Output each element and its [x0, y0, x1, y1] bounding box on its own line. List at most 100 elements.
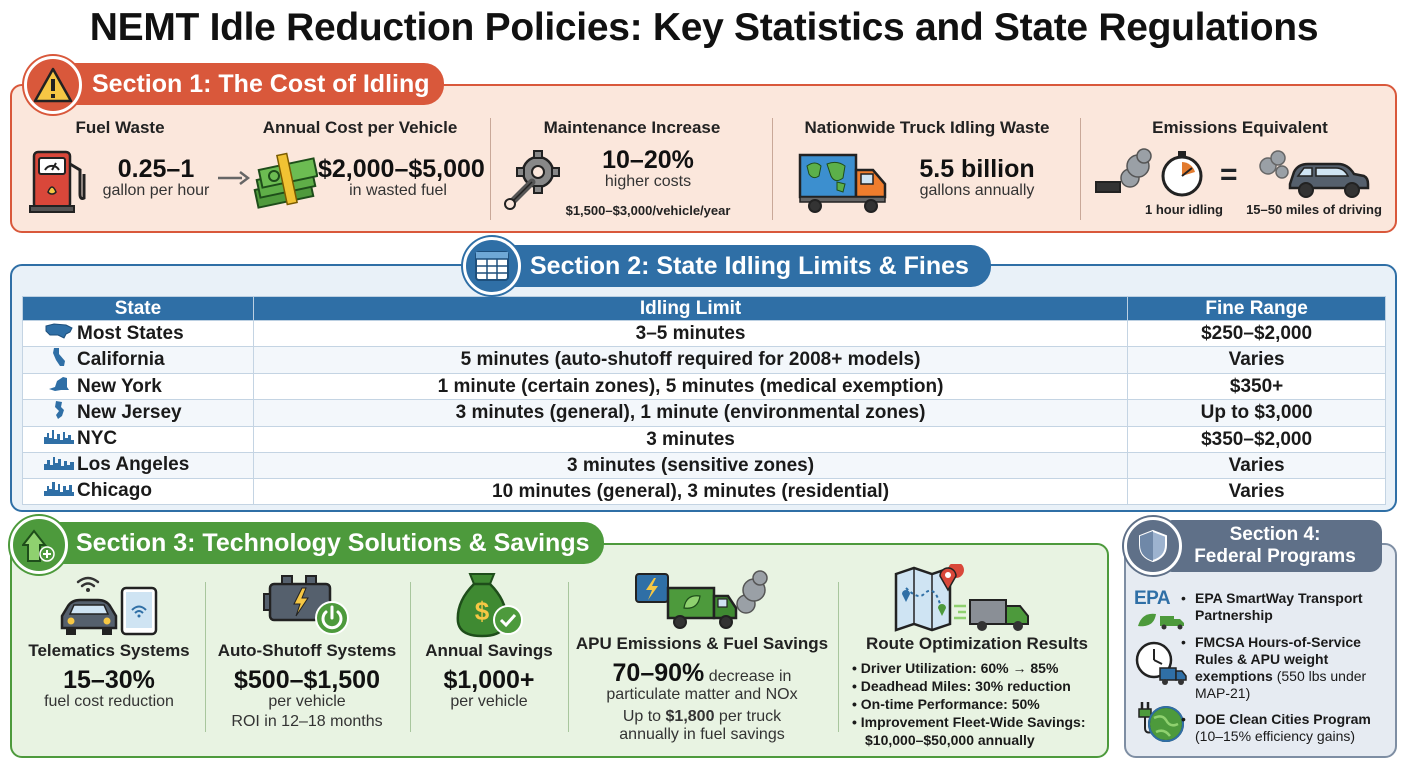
idling-limit-cell: 10 minutes (general), 3 minutes (residen… [252, 478, 1129, 505]
page-title: NEMT Idle Reduction Policies: Key Statis… [89, 6, 1319, 49]
fuel-waste-values: 0.25–1 gallon per hour [96, 156, 216, 200]
fuel-waste-value: 0.25–1 [117, 155, 195, 183]
apu-line2: particulate matter and NOx [606, 686, 798, 704]
state-name: California [77, 349, 165, 371]
usa-map-icon [41, 322, 77, 346]
truck-map-icon [797, 152, 891, 219]
fuel-waste-heading: Fuel Waste [75, 118, 165, 137]
idling-limit-cell: 5 minutes (auto-shutoff required for 200… [252, 346, 1129, 374]
table-row: New Jersey 3 minutes (general), 1 minute… [22, 399, 1386, 427]
auto-shutoff-heading: Auto-Shutoff Systems [217, 641, 397, 660]
connected-car-tablet-icon [58, 572, 160, 643]
shield-icon [1124, 517, 1182, 575]
annual-savings-value: $1,000+ [443, 666, 535, 694]
idling-limit-cell: 3 minutes (sensitive zones) [252, 452, 1129, 479]
annual-cost-value: $2,000–$5,000 [318, 155, 485, 183]
growth-arrow-icon [10, 516, 68, 574]
apu-value-suffix: decrease in [708, 668, 792, 685]
state-name: New York [77, 375, 162, 397]
list-item: $10,000–$50,000 annually [865, 732, 1035, 748]
emissions-heading: Emissions Equivalent [1152, 118, 1328, 137]
emissions-right-label: 15–50 miles of driving [1246, 202, 1382, 217]
apu-heading: APU Emissions & Fuel Savings [575, 634, 829, 653]
emissions-left-label: 1 hour idling [1145, 202, 1223, 217]
auto-shutoff-detail: ROI in 12–18 months [231, 713, 383, 731]
apu-value: 70–90% [612, 659, 705, 687]
city-name: Los Angeles [77, 454, 190, 476]
apu-truck-icon [634, 570, 770, 641]
section1-title: Section 1: The Cost of Idling [70, 63, 444, 105]
state-name: New Jersey [77, 402, 182, 424]
state-idling-table: State Idling Limit Fine Range Most State… [22, 296, 1386, 505]
column-header-state: State [22, 296, 254, 321]
table-row: Chicago 10 minutes (general), 3 minutes … [22, 478, 1386, 505]
equals-sign: = [1220, 158, 1238, 191]
maintenance-value: 10–20% [602, 146, 694, 174]
column-header-idling-limit: Idling Limit [252, 296, 1129, 321]
fine-range-cell: Varies [1127, 452, 1386, 479]
telematics-heading: Telematics Systems [28, 641, 190, 660]
table-row: NYC 3 minutes $350–$2,000 [22, 426, 1386, 453]
annual-cost-heading: Annual Cost per Vehicle [262, 118, 458, 137]
fine-range-cell: $350–$2,000 [1127, 426, 1386, 453]
section-cost-of-idling [10, 84, 1397, 233]
divider [205, 582, 206, 732]
federal-program-item: • FMCSA Hours-of-Service Rules & APU weig… [1181, 634, 1367, 701]
city-name: NYC [77, 428, 118, 450]
divider [490, 118, 491, 220]
divider [410, 582, 411, 732]
table-row: New York 1 minute (certain zones), 5 min… [22, 373, 1386, 400]
apu-line4: annually in fuel savings [619, 726, 785, 744]
city-skyline-icon [41, 428, 77, 450]
exhaust-stopwatch-icon [1094, 148, 1206, 205]
svg-text:$: $ [475, 596, 490, 626]
warning-icon [24, 56, 82, 114]
auto-shutoff-unit: per vehicle [268, 693, 346, 711]
idling-limit-cell: 3–5 minutes [252, 320, 1129, 347]
idling-limit-cell: 3 minutes [252, 426, 1129, 453]
section4-title: Section 4: Federal Programs [1168, 520, 1382, 572]
table-icon [463, 237, 521, 295]
list-item: • Deadhead Miles: 30% reduction [852, 678, 1071, 694]
city-name: Chicago [77, 480, 152, 502]
apu-line3-value: $1,800 [665, 708, 715, 726]
section2-title: Section 2: State Idling Limits & Fines [506, 245, 991, 287]
table-row: Most States 3–5 minutes $250–$2,000 [22, 320, 1386, 347]
new-jersey-icon [41, 400, 77, 426]
annual-savings-unit: per vehicle [450, 693, 528, 711]
state-name: Most States [77, 322, 184, 344]
telematics-unit: fuel cost reduction [44, 693, 174, 711]
apu-line3-post: per truck [718, 708, 782, 726]
wrench-gear-icon [502, 148, 564, 215]
car-exhaust-icon [1258, 150, 1372, 203]
table-header-row: State Idling Limit Fine Range [22, 296, 1386, 321]
plug-globe-icon [1136, 700, 1186, 751]
section3-title: Section 3: Technology Solutions & Saving… [54, 522, 604, 564]
fine-range-cell: $250–$2,000 [1127, 320, 1386, 347]
engine-power-icon [262, 572, 354, 643]
federal-program-item: • EPA SmartWay Transport Partnership [1181, 590, 1363, 623]
clock-truck-icon [1134, 640, 1188, 693]
maintenance-heading: Maintenance Increase [543, 118, 721, 137]
nationwide-value: 5.5 billion [919, 155, 1035, 183]
auto-shutoff-value: $500–$1,500 [234, 666, 380, 694]
money-bag-icon: $ [452, 570, 526, 645]
route-map-truck-icon [894, 562, 1046, 637]
new-york-icon [41, 375, 77, 399]
city-skyline-icon [41, 480, 77, 502]
divider [1080, 118, 1081, 220]
divider [772, 118, 773, 220]
list-item: • On-time Performance: 50% [852, 696, 1040, 712]
idling-limit-cell: 1 minute (certain zones), 5 minutes (med… [252, 373, 1129, 400]
city-skyline-icon [41, 454, 77, 476]
fuel-pump-icon [28, 148, 90, 219]
column-header-fine-range: Fine Range [1127, 296, 1386, 321]
route-heading: Route Optimization Results [866, 634, 1088, 653]
telematics-value: 15–30% [63, 666, 155, 694]
apu-line3-pre: Up to [622, 708, 662, 726]
fine-range-cell: $350+ [1127, 373, 1386, 400]
table-row: California 5 minutes (auto-shutoff requi… [22, 346, 1386, 374]
arrow-right-icon [216, 170, 251, 191]
fine-range-cell: Up to $3,000 [1127, 399, 1386, 427]
list-item: • Improvement Fleet-Wide Savings: [852, 714, 1086, 730]
